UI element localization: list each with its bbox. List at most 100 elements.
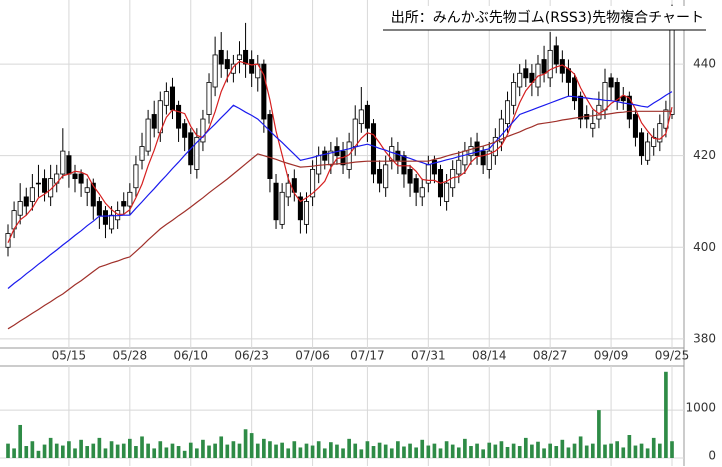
volume-bar — [115, 444, 120, 458]
volume-bar — [438, 448, 443, 458]
volume-bar — [597, 410, 601, 458]
volume-bar — [79, 439, 83, 458]
volume-bar — [213, 443, 217, 458]
mark-layer — [5, 4, 675, 458]
volume-bar — [487, 442, 492, 458]
candle-body — [486, 150, 492, 170]
candle-body — [413, 178, 419, 193]
volume-bar — [645, 448, 650, 458]
volume-bar — [627, 435, 632, 458]
volume-bar — [651, 437, 656, 458]
y-tick-label: 400 — [693, 240, 716, 254]
x-tick-label: 06/23 — [234, 349, 269, 363]
volume-bar — [633, 445, 638, 458]
volume-bar — [304, 443, 309, 458]
volume-bar — [73, 448, 77, 458]
y-tick-label: 1000 — [685, 401, 716, 415]
candle-body — [230, 63, 236, 74]
volume-bar — [578, 436, 583, 458]
volume-bar — [249, 433, 254, 458]
volume-bar — [664, 371, 668, 458]
candle-body — [84, 187, 90, 193]
volume-bar — [365, 441, 370, 458]
candle-body — [474, 141, 480, 157]
candle-body — [249, 59, 255, 74]
volume-bar — [262, 438, 266, 458]
candle-body — [90, 182, 96, 207]
candle-body — [663, 109, 669, 129]
candle-body — [431, 159, 437, 175]
volume-bar — [176, 446, 181, 458]
volume-bar — [322, 448, 327, 458]
candle-body — [224, 59, 230, 70]
candle-body — [169, 86, 176, 111]
volume-bar — [274, 444, 278, 458]
chart-title: 出所：みんかぶ先物ゴム(RSS3)先物複合チャート — [391, 9, 704, 26]
candle-body — [364, 104, 370, 129]
volume-bar — [347, 438, 351, 458]
candle-body — [383, 164, 389, 189]
volume-bar — [353, 443, 358, 458]
candle-body — [303, 201, 310, 225]
title-background — [382, 6, 706, 30]
x-tick-label: 06/10 — [173, 349, 208, 363]
x-tick-label: 08/27 — [533, 349, 568, 363]
x-tick-label: 09/09 — [594, 349, 629, 363]
volume-bar — [426, 445, 431, 458]
candle-body — [590, 123, 596, 129]
x-tick-label: 08/14 — [472, 349, 507, 363]
volume-bar — [85, 446, 90, 458]
volume-bar — [657, 443, 662, 458]
volume-bar — [530, 444, 534, 458]
candle-body — [632, 114, 638, 138]
volume-bar — [158, 441, 163, 458]
candle-body — [121, 201, 127, 207]
volume-bar — [590, 443, 595, 458]
volume-bar — [548, 443, 552, 458]
candle-body — [66, 155, 72, 175]
volume-bar — [286, 448, 291, 458]
volume-bar — [542, 448, 546, 458]
volume-bar — [164, 447, 169, 458]
candle-body — [614, 82, 620, 102]
candle-body — [572, 77, 578, 102]
volume-bar — [195, 448, 199, 458]
candle-body — [297, 196, 303, 221]
candle-body — [547, 49, 553, 79]
candle-body — [212, 54, 218, 88]
volume-bar — [511, 443, 516, 458]
candle-body — [444, 182, 450, 202]
candle-body — [145, 118, 151, 152]
x-tick-label: 07/31 — [411, 349, 446, 363]
volume-bar — [134, 446, 138, 458]
volume-bar — [140, 436, 144, 458]
candle-body — [23, 196, 29, 207]
candle-body — [163, 91, 169, 106]
volume-bar — [24, 446, 29, 458]
candle-body — [127, 191, 133, 207]
volume-bar — [36, 450, 41, 458]
candle-body — [407, 169, 413, 184]
volume-bar — [493, 444, 498, 458]
candle-body — [498, 118, 504, 143]
volume-bar — [188, 442, 193, 458]
candle-body — [200, 118, 206, 143]
y-tick-label: 0 — [708, 449, 716, 463]
candle-body — [517, 72, 523, 88]
volume-bar — [121, 443, 126, 458]
candle-body — [480, 150, 486, 166]
volume-bar — [152, 448, 157, 458]
volume-bar — [603, 444, 607, 458]
candle-body — [267, 114, 273, 179]
volume-bar — [48, 437, 53, 458]
volume-bar — [450, 444, 455, 458]
volume-bar — [146, 443, 150, 458]
volume-bar — [396, 441, 400, 458]
candle-body — [29, 187, 35, 202]
volume-bar — [91, 443, 96, 458]
volume-bar — [584, 445, 589, 458]
candle-body — [109, 214, 115, 230]
volume-bar — [316, 441, 321, 458]
candle-body — [492, 136, 498, 157]
x-tick-label: 07/06 — [295, 349, 330, 363]
